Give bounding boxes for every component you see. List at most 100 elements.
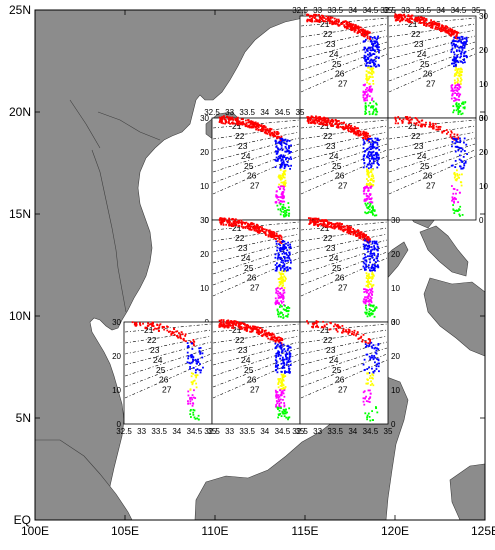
ts-point — [290, 164, 292, 167]
ts-point — [362, 147, 365, 150]
ts-point — [253, 124, 256, 127]
ts-point — [371, 240, 374, 243]
ts-point — [280, 164, 282, 167]
ts-point — [251, 327, 254, 330]
ts-point — [284, 304, 286, 307]
inset-y-tick-label: 30 — [200, 216, 209, 225]
ts-point — [456, 33, 458, 36]
ts-point — [274, 264, 277, 266]
ts-point — [275, 362, 278, 364]
ts-point — [289, 261, 292, 264]
ts-point — [371, 113, 374, 116]
ts-point — [272, 133, 275, 136]
ts-point — [261, 329, 264, 331]
ts-point — [192, 411, 195, 414]
ts-point — [459, 77, 462, 80]
ts-point — [233, 122, 235, 125]
ts-point — [460, 35, 463, 38]
ts-point — [459, 141, 462, 144]
inset-y-tick-label: 20 — [391, 250, 400, 259]
ts-point — [367, 250, 369, 253]
ts-point — [277, 235, 280, 238]
ts-point — [365, 62, 368, 65]
ts-point — [198, 350, 201, 352]
ts-point — [454, 44, 457, 46]
ts-point — [277, 148, 280, 151]
ts-point — [366, 195, 369, 198]
ts-point — [281, 241, 284, 243]
ts-point — [348, 24, 351, 26]
ts-point — [244, 326, 247, 329]
ts-point — [283, 405, 286, 408]
ts-point — [221, 116, 224, 118]
ts-point — [286, 356, 288, 359]
ts-point — [276, 160, 279, 162]
ts-point — [409, 121, 412, 124]
ts-point — [376, 137, 379, 140]
ts-point — [329, 321, 332, 324]
ts-point — [251, 223, 254, 226]
isopycnal-label: 25 — [332, 263, 342, 273]
inset-x-tick-label: 33 — [313, 427, 322, 436]
ts-point — [269, 234, 272, 236]
ts-point — [286, 163, 289, 166]
ts-point — [367, 295, 370, 298]
ts-point — [282, 214, 285, 216]
ts-point — [289, 243, 292, 246]
ts-point — [277, 294, 280, 297]
ts-point — [241, 123, 244, 126]
ts-point — [435, 23, 438, 26]
ts-point — [347, 331, 350, 334]
ts-point — [370, 309, 372, 311]
ts-point — [151, 322, 153, 325]
ts-point — [229, 118, 232, 121]
ts-point — [368, 282, 371, 285]
ts-point — [369, 179, 372, 181]
ts-point — [288, 369, 291, 372]
ts-point — [458, 36, 461, 39]
ts-point — [367, 139, 370, 142]
ts-point — [330, 222, 333, 225]
ts-point — [335, 126, 338, 129]
ts-point — [275, 145, 278, 148]
ts-point — [286, 411, 288, 414]
ts-point — [229, 122, 231, 125]
ts-point — [364, 110, 367, 113]
ts-point — [267, 235, 270, 238]
ts-point — [327, 17, 329, 20]
ts-point — [274, 359, 277, 362]
ts-point — [323, 221, 325, 224]
ts-point — [246, 225, 249, 228]
ts-point — [281, 149, 284, 152]
ts-point — [458, 154, 461, 157]
ts-point — [170, 332, 173, 335]
isopycnal-label: 21 — [232, 223, 242, 233]
ts-point — [352, 129, 355, 131]
ts-point — [328, 22, 331, 25]
ts-point — [323, 118, 326, 121]
ts-point — [328, 225, 331, 228]
ts-point — [222, 320, 225, 323]
ts-point — [275, 194, 278, 197]
ts-point — [277, 133, 279, 136]
ts-point — [283, 209, 286, 212]
ts-point — [279, 384, 282, 387]
ts-point — [368, 184, 371, 187]
ts-point — [277, 381, 280, 384]
ts-point — [253, 226, 256, 229]
ts-point — [369, 186, 372, 188]
ts-point — [289, 364, 292, 366]
ts-point — [257, 129, 260, 132]
ts-point — [366, 315, 369, 318]
isopycnal-line — [212, 125, 300, 140]
ts-point — [350, 130, 352, 133]
ts-point — [224, 122, 226, 125]
ts-point — [371, 36, 374, 39]
ts-point — [371, 61, 374, 63]
ts-point — [448, 33, 451, 35]
ts-point — [334, 122, 337, 125]
ts-point — [371, 179, 373, 181]
ts-point — [307, 121, 310, 124]
ts-point — [256, 125, 259, 128]
ts-point — [369, 269, 372, 272]
